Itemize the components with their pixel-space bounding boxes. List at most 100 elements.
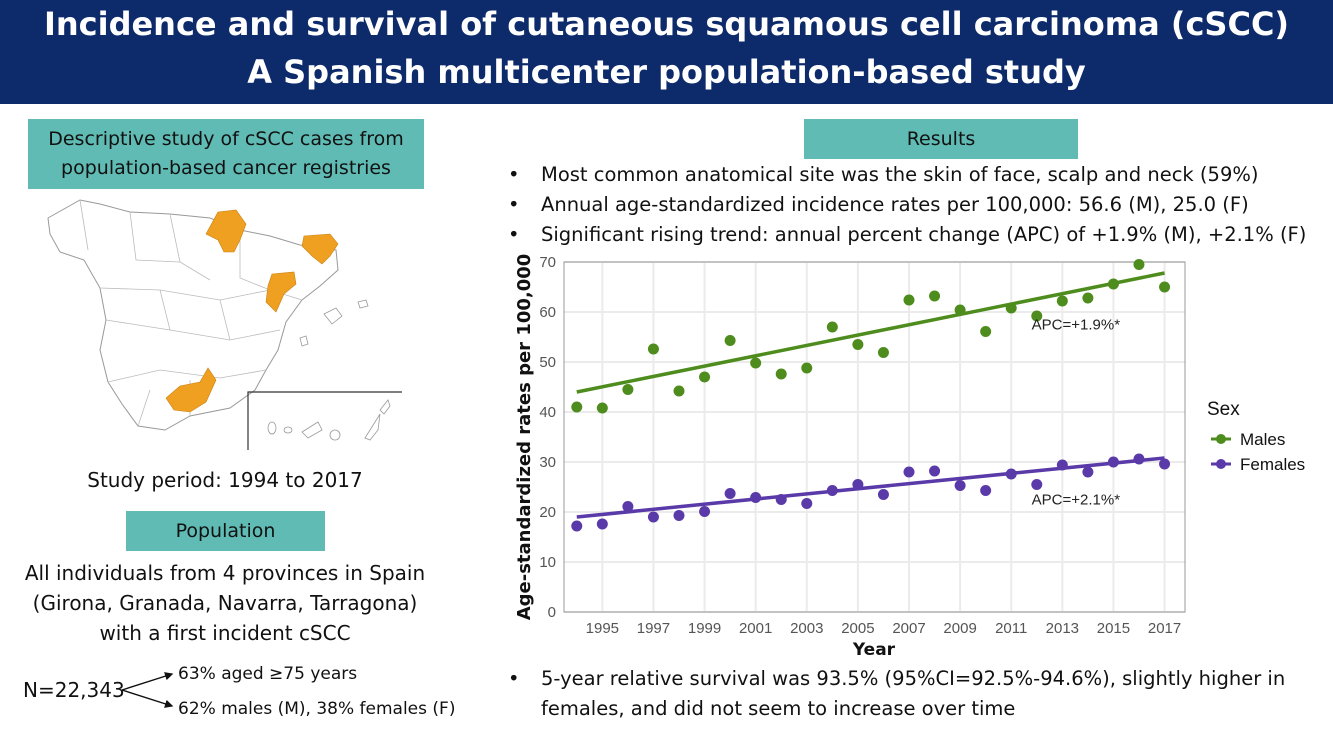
males-point: [775, 368, 787, 380]
females-point: [571, 520, 583, 532]
females-point: [1133, 453, 1145, 465]
males-point: [750, 357, 762, 369]
males-point: [903, 294, 915, 306]
study-design-line-1: Descriptive study of cSCC cases from: [48, 128, 404, 150]
males-point: [673, 385, 685, 397]
males-point: [596, 402, 608, 414]
survival-line-1: 5-year relative survival was 93.5% (95%C…: [541, 667, 1286, 690]
population-line-3: with a first incident cSCC: [99, 621, 351, 645]
sample-size: N=22,343: [23, 678, 125, 702]
title-line-1: Incidence and survival of cutaneous squa…: [43, 5, 1290, 43]
province-navarra: [205, 209, 247, 253]
y-tick-label: 70: [539, 254, 556, 271]
y-tick-label: 0: [548, 604, 556, 621]
balearic-islands: [299, 299, 369, 347]
arrow-to-sex: [121, 689, 174, 708]
x-tick-label: 2017: [1148, 620, 1181, 637]
sex-branch: 62% males (M), 38% females (F): [178, 699, 456, 719]
study-design-box: Descriptive study of cSCC cases from pop…: [28, 119, 424, 189]
males-point: [980, 326, 992, 337]
males-apc-annotation: APC=+1.9%*: [1032, 317, 1121, 334]
females-point: [980, 485, 992, 496]
x-tick-labels: 1995 1997 1999 2001 2003 2005 2007 2009 2011 2013…: [586, 620, 1182, 637]
results-box: Results: [804, 119, 1078, 159]
females-apc-annotation: APC=+2.1%*: [1032, 492, 1121, 509]
result-bullet: Annual age-standardized incidence rates …: [508, 190, 1306, 220]
males-point: [877, 347, 889, 358]
males-point: [622, 384, 634, 395]
females-point: [622, 501, 634, 512]
x-tick-label: 2009: [943, 620, 976, 637]
x-tick-label: 2007: [892, 620, 925, 637]
legend-females-label: Females: [1240, 455, 1305, 474]
chart-grid: [564, 261, 1185, 613]
males-point: [724, 335, 736, 346]
result-bullet: Significant rising trend: annual percent…: [508, 220, 1306, 250]
males-point: [852, 339, 864, 350]
title-line-2: A Spanish multicenter population-based s…: [247, 53, 1086, 91]
females-point: [826, 485, 838, 496]
poster-header: Incidence and survival of cutaneous squa…: [0, 0, 1333, 104]
females-point: [596, 518, 608, 530]
study-design-line-2: population-based cancer registries: [61, 157, 391, 179]
population-line-1: All individuals from 4 provinces in Spai…: [24, 561, 426, 585]
females-point: [903, 466, 915, 478]
study-period: Study period: 1994 to 2017: [87, 468, 363, 492]
x-tick-label: 2005: [841, 620, 874, 637]
females-point: [699, 506, 711, 517]
males-point: [954, 304, 966, 316]
y-axis-label: Age-standardized rates per 100,000: [514, 254, 535, 621]
spain-map: [47, 199, 402, 450]
age-branch: 63% aged ≥75 years: [178, 664, 358, 684]
males-point: [1159, 281, 1171, 293]
incidence-chart: 0 10 20 30 40 50 60 70 1995 1997 1999 2001 2003 2005…: [514, 254, 1305, 660]
males-trend-line: [576, 271, 1165, 394]
survival-line-2: females, and did not seem to increase ov…: [541, 697, 1016, 720]
canary-inset-frame: [247, 391, 402, 450]
province-tarragona: [265, 271, 297, 313]
legend-males-label: Males: [1240, 430, 1285, 449]
plot-panel-border: [563, 261, 1186, 613]
y-tick-label: 10: [539, 554, 556, 571]
y-tick-labels: 0 10 20 30 40 50 60 70: [539, 254, 556, 621]
population-line-2: (Girona, Granada, Navarra, Tarragona): [32, 591, 418, 615]
survival-bullet: 5-year relative survival was 93.5% (95%C…: [508, 664, 1285, 694]
females-point: [724, 488, 736, 499]
canary-islands: [267, 399, 391, 441]
province-girona: [301, 233, 339, 265]
y-tick-label: 60: [539, 304, 556, 321]
x-tick-label: 2011: [995, 620, 1027, 637]
males-point: [1005, 302, 1017, 314]
y-tick-label: 50: [539, 354, 556, 371]
y-tick-label: 30: [539, 454, 556, 471]
females-point: [1056, 459, 1068, 471]
x-axis-label: Year: [852, 640, 896, 660]
females-point: [1005, 468, 1017, 480]
females-point: [877, 489, 889, 500]
result-bullet: Most common anatomical site was the skin…: [508, 160, 1306, 190]
males-point: [1107, 278, 1119, 290]
x-tick-label: 1995: [586, 620, 619, 637]
legend-females-marker: [1216, 459, 1226, 469]
legend-title: Sex: [1207, 399, 1240, 420]
legend-item-females: Females: [1211, 455, 1305, 474]
males-point: [1031, 310, 1043, 322]
trend-lines: [576, 271, 1165, 519]
males-point: [647, 343, 659, 355]
population-description: All individuals from 4 provinces in Spai…: [0, 558, 450, 648]
males-point: [826, 321, 838, 333]
males-point: [1133, 259, 1145, 270]
males-point: [929, 290, 941, 302]
males-point: [571, 401, 583, 413]
spain-peninsula-outline: [47, 199, 339, 431]
females-point: [1082, 466, 1094, 478]
females-point: [647, 511, 659, 523]
females-point: [750, 492, 762, 503]
survival-text: 5-year relative survival was 93.5% (95%C…: [508, 664, 1285, 724]
females-point: [1159, 458, 1171, 470]
females-point: [775, 494, 787, 505]
females-point: [929, 465, 941, 477]
y-tick-label: 20: [539, 504, 556, 521]
females-point: [673, 510, 685, 521]
x-tick-label: 1999: [688, 620, 721, 637]
